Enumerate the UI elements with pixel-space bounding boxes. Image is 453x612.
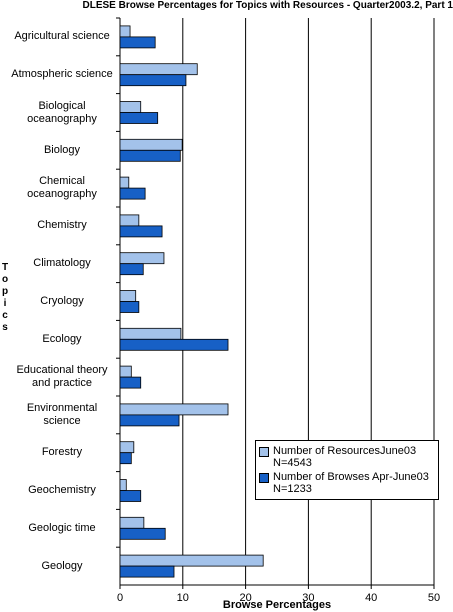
legend-label: Number of ResourcesJune03 N=4543	[273, 445, 417, 469]
y-tick-label: Atmospheric science	[11, 68, 113, 81]
y-tick-label: Educational theory and practice	[16, 364, 108, 390]
y-tick-label: Chemistry	[37, 219, 87, 232]
bar	[119, 63, 198, 76]
y-tick-label: Agricultural science	[14, 30, 110, 43]
x-tick-label: 20	[239, 592, 251, 604]
bar	[119, 414, 180, 427]
legend-swatch	[259, 447, 269, 457]
bar	[119, 527, 166, 540]
bar	[119, 225, 163, 238]
bar	[119, 149, 181, 162]
legend-entry: Number of Browses Apr-June03 N=1233	[259, 471, 435, 495]
bar	[119, 263, 144, 276]
y-tick-label: Forestry	[41, 446, 83, 459]
y-tick-label: Chemical oceanography	[27, 175, 97, 201]
bar	[119, 554, 264, 567]
bar	[119, 403, 229, 416]
bar	[119, 25, 131, 38]
legend-swatch	[259, 473, 269, 483]
y-tick-label: Climatology	[33, 257, 91, 270]
bar	[119, 565, 175, 578]
bar	[119, 74, 187, 87]
y-tick-label: Biology	[43, 143, 81, 156]
bar	[119, 479, 127, 491]
y-tick-label: Environmental science	[26, 401, 98, 427]
x-tick-label: 10	[177, 592, 189, 604]
bar	[119, 376, 142, 389]
bar	[119, 290, 137, 302]
x-tick-label: 0	[117, 592, 123, 604]
x-tick-label: 30	[302, 592, 314, 604]
bar	[119, 138, 183, 151]
y-axis-title: Topics	[1, 262, 9, 333]
legend: Number of ResourcesJune03 N=4543 Number o…	[255, 440, 439, 500]
bar	[119, 187, 146, 200]
bar	[119, 112, 159, 124]
legend-label: Number of Browses Apr-June03 N=1233	[273, 471, 429, 495]
y-tick-label: Ecology	[42, 332, 82, 345]
bar	[119, 365, 132, 378]
bar	[119, 301, 140, 313]
bar	[119, 452, 132, 465]
x-tick-label: 50	[428, 592, 440, 604]
bar	[119, 327, 182, 340]
y-tick-label: Geology	[41, 559, 83, 572]
bar	[119, 36, 156, 49]
bar	[119, 176, 130, 189]
bar	[119, 516, 145, 529]
x-tick-label: 40	[365, 592, 377, 604]
y-tick-label: Geochemistry	[28, 484, 96, 496]
x-axis-title: Browse Percentages	[222, 599, 332, 611]
bar	[119, 101, 142, 113]
y-tick-label: Cryology	[40, 295, 84, 307]
y-tick-label: Biological oceanography	[27, 99, 97, 125]
bar	[119, 490, 142, 502]
bar	[119, 441, 135, 454]
y-tick-label: Geologic time	[28, 521, 96, 534]
bar	[119, 338, 229, 351]
bar	[119, 214, 140, 227]
chart-title: DLESE Browse Percentages for Topics with…	[82, 0, 453, 11]
bar	[119, 252, 165, 265]
legend-entry: Number of ResourcesJune03 N=4543	[259, 445, 435, 469]
